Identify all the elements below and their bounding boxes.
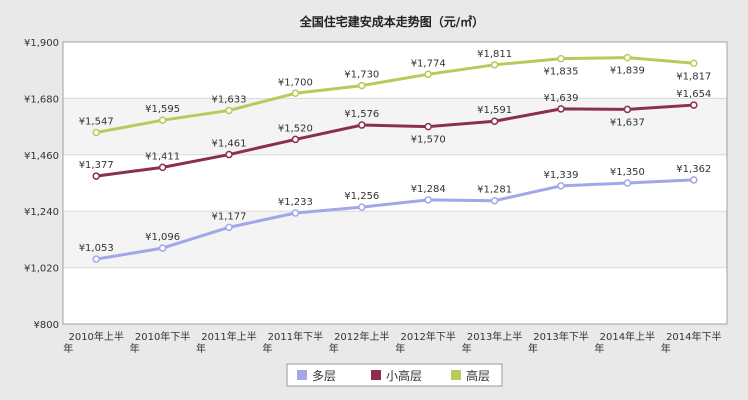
data-point	[623, 179, 632, 187]
data-label: ¥1,637	[610, 117, 645, 128]
data-label: ¥1,570	[411, 135, 446, 146]
data-label: ¥1,350	[610, 167, 645, 178]
data-label: ¥1,700	[278, 77, 313, 88]
data-point	[490, 61, 499, 69]
data-point	[225, 223, 233, 232]
grid-band	[63, 211, 727, 268]
legend-box	[286, 363, 503, 387]
data-point	[690, 176, 698, 184]
series-line	[96, 103, 694, 178]
y-tick-label: ¥1,460	[24, 151, 59, 162]
series-3	[92, 53, 698, 137]
x-tick-label: 2011年下半年	[262, 330, 323, 355]
data-label: ¥1,362	[676, 164, 711, 175]
data-label: ¥1,281	[477, 185, 512, 196]
data-label: ¥1,774	[411, 58, 446, 69]
y-tick-label: ¥1,900	[24, 38, 59, 49]
data-label: ¥1,520	[278, 123, 313, 134]
series-line	[95, 56, 694, 134]
legend-swatch	[451, 370, 461, 380]
data-label: ¥1,284	[411, 184, 446, 195]
data-point	[291, 209, 300, 217]
data-label: ¥1,654	[676, 89, 711, 100]
data-label: ¥1,835	[544, 67, 579, 78]
data-label: ¥1,053	[79, 243, 114, 254]
data-point	[92, 128, 100, 137]
data-label: ¥1,233	[278, 197, 313, 208]
x-tick-label: 2011年上半年	[196, 330, 257, 355]
x-tick-label: 2014年上半年	[594, 330, 655, 355]
data-label: ¥1,730	[344, 70, 379, 81]
data-point	[557, 182, 565, 190]
data-point	[291, 89, 300, 98]
data-point	[158, 163, 167, 172]
series-line	[95, 178, 694, 261]
data-point	[158, 116, 167, 124]
legend-entry: 高层	[466, 368, 490, 383]
data-label: ¥1,817	[676, 71, 711, 82]
data-label: ¥1,811	[477, 49, 512, 60]
data-label: ¥1,411	[145, 151, 180, 162]
data-point	[690, 59, 698, 68]
data-point	[424, 122, 432, 131]
data-label: ¥1,639	[544, 93, 579, 104]
y-tick-label: ¥1,680	[24, 94, 59, 105]
x-tick-label: 2010年上半年	[63, 330, 124, 355]
legend: 多层 小高层 高层	[286, 363, 503, 387]
data-point	[291, 135, 300, 144]
series-1	[92, 176, 698, 263]
data-label: ¥1,595	[145, 104, 180, 115]
x-tick-label: 2012年上半年	[329, 330, 390, 355]
y-tick-label: ¥1,240	[24, 207, 59, 218]
data-point	[225, 106, 233, 115]
data-label: ¥1,339	[544, 170, 579, 181]
data-point	[158, 244, 167, 252]
data-point	[358, 121, 366, 129]
data-label: ¥1,576	[344, 109, 379, 120]
legend-entry: 小高层	[386, 368, 422, 383]
data-label: ¥1,633	[212, 94, 247, 105]
data-label: ¥1,256	[344, 191, 379, 202]
data-point	[358, 203, 366, 211]
data-label: ¥1,461	[212, 139, 247, 150]
data-point	[225, 150, 233, 159]
series-2	[92, 101, 698, 180]
data-point	[490, 117, 499, 125]
x-tick-label: 2010年下半年	[130, 330, 191, 355]
legend-swatch	[297, 370, 307, 380]
chart-title: 全国住宅建安成本走势图（元/㎡）	[299, 14, 484, 29]
data-label: ¥1,839	[610, 66, 645, 77]
y-tick-label: ¥800	[34, 320, 59, 331]
data-point	[424, 70, 432, 79]
data-point	[92, 172, 100, 180]
plot-border	[62, 41, 728, 325]
x-tick-label: 2013年上半年	[462, 330, 523, 355]
legend-entry: 多层	[312, 369, 336, 383]
legend-swatch	[371, 370, 381, 380]
data-point	[92, 255, 100, 263]
data-label: ¥1,096	[145, 232, 180, 243]
data-point	[557, 54, 565, 63]
data-point	[623, 105, 632, 114]
data-label: ¥1,547	[79, 116, 114, 127]
data-point	[490, 196, 499, 205]
x-tick-label: 2013年下半年	[528, 330, 589, 355]
data-label: ¥1,177	[212, 211, 247, 222]
x-tick-label: 2012年下半年	[395, 330, 456, 355]
data-point	[623, 53, 632, 62]
y-tick-label: ¥1,020	[24, 264, 59, 275]
data-point	[557, 105, 565, 113]
data-point	[424, 196, 432, 204]
data-point	[690, 101, 698, 109]
data-point	[358, 81, 366, 90]
x-tick-label: 2014年下半年	[661, 330, 722, 355]
data-label: ¥1,377	[79, 160, 114, 171]
data-label: ¥1,591	[477, 105, 512, 116]
